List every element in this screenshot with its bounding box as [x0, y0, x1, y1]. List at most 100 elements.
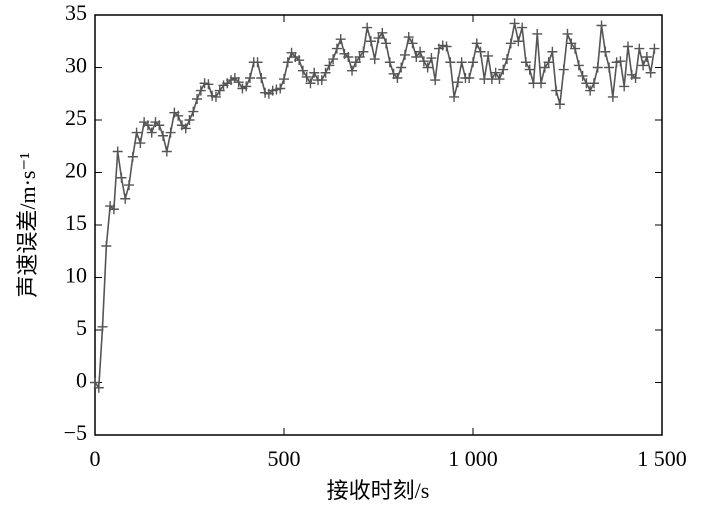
plus-marker [192, 94, 203, 104]
plus-marker [464, 73, 475, 83]
plus-marker [483, 50, 494, 61]
plus-marker [275, 83, 286, 94]
plus-marker [142, 120, 153, 131]
plus-marker [502, 54, 513, 65]
plus-marker [456, 57, 467, 68]
plus-marker [165, 127, 176, 138]
plus-marker [396, 62, 407, 73]
plus-marker [127, 151, 138, 162]
plus-marker [403, 32, 414, 43]
y-tick-label: 10 [65, 263, 87, 288]
plus-marker [566, 38, 577, 49]
x-tick-label: 500 [268, 446, 301, 471]
plus-marker [244, 73, 255, 83]
y-axis-label: 声速误差/m·s⁻¹ [15, 152, 40, 297]
plus-marker [543, 57, 554, 68]
plus-marker [350, 57, 361, 68]
plus-marker [475, 46, 486, 57]
plus-marker [607, 91, 618, 102]
plus-marker [294, 55, 305, 66]
plus-marker [369, 54, 380, 65]
plus-marker [596, 20, 607, 31]
plus-marker [252, 57, 263, 68]
plus-marker [392, 73, 403, 83]
plus-marker [570, 43, 581, 54]
data-line [94, 23, 656, 391]
plus-marker [282, 57, 293, 68]
plus-marker [638, 60, 649, 71]
y-tick-label: −5 [64, 420, 87, 445]
plus-marker [536, 78, 547, 89]
plus-marker [279, 74, 289, 85]
plus-marker [411, 52, 422, 62]
plus-marker [641, 52, 652, 62]
plus-marker [328, 54, 339, 65]
plus-marker [615, 56, 626, 67]
plus-marker [112, 146, 123, 157]
plus-marker [384, 57, 395, 68]
plus-marker [418, 56, 429, 67]
plus-marker [116, 172, 127, 183]
plus-marker [520, 57, 531, 68]
plus-marker [600, 46, 611, 57]
plus-marker [547, 46, 558, 57]
plus-marker [588, 78, 599, 89]
plus-marker [180, 123, 191, 134]
plus-marker [90, 377, 100, 388]
plus-marker [124, 180, 135, 191]
plus-marker [471, 38, 482, 49]
plus-marker [381, 38, 392, 49]
plus-marker [241, 81, 252, 92]
plus-marker [630, 73, 641, 83]
plus-marker [490, 67, 501, 78]
plus-marker [558, 64, 569, 75]
plus-marker [320, 67, 331, 78]
plus-marker [131, 127, 142, 138]
plus-marker [358, 46, 369, 57]
plus-marker [233, 77, 244, 88]
plus-marker [108, 204, 119, 215]
plus-marker [365, 36, 376, 47]
plus-marker [203, 79, 214, 90]
y-tick-label: 15 [65, 210, 87, 235]
plus-marker [422, 62, 433, 73]
plus-marker [161, 146, 172, 157]
plus-marker [256, 73, 267, 83]
plus-marker [184, 115, 195, 125]
plus-marker [373, 33, 384, 44]
plus-marker [354, 52, 365, 62]
plus-marker [309, 67, 320, 78]
plus-marker [539, 62, 550, 73]
plus-marker [173, 110, 184, 121]
plus-marker [316, 75, 327, 86]
plus-marker [554, 99, 565, 110]
plus-marker [188, 106, 199, 117]
x-tick-label: 1 000 [448, 446, 498, 471]
y-tick-label: 0 [76, 368, 87, 393]
plus-marker [301, 71, 312, 82]
plus-marker [377, 27, 388, 38]
plus-marker [619, 81, 630, 92]
plus-marker [649, 43, 660, 54]
y-tick-label: 5 [76, 315, 87, 340]
plus-marker [577, 70, 588, 81]
plus-marker [347, 65, 358, 76]
plus-marker [120, 193, 131, 204]
plus-marker [135, 138, 146, 149]
plus-marker [146, 127, 157, 138]
plus-marker [214, 85, 225, 96]
plus-marker [399, 49, 410, 60]
y-tick-label: 30 [65, 53, 87, 78]
plus-marker [449, 91, 460, 102]
plus-marker [195, 85, 206, 96]
plus-marker [604, 62, 615, 73]
plus-marker [645, 67, 656, 78]
plus-marker [445, 57, 456, 68]
plus-marker [509, 18, 520, 29]
plus-marker [335, 34, 346, 45]
plus-marker [158, 130, 169, 141]
plus-marker [524, 64, 535, 75]
plus-marker [101, 241, 112, 251]
plus-marker [331, 43, 342, 54]
